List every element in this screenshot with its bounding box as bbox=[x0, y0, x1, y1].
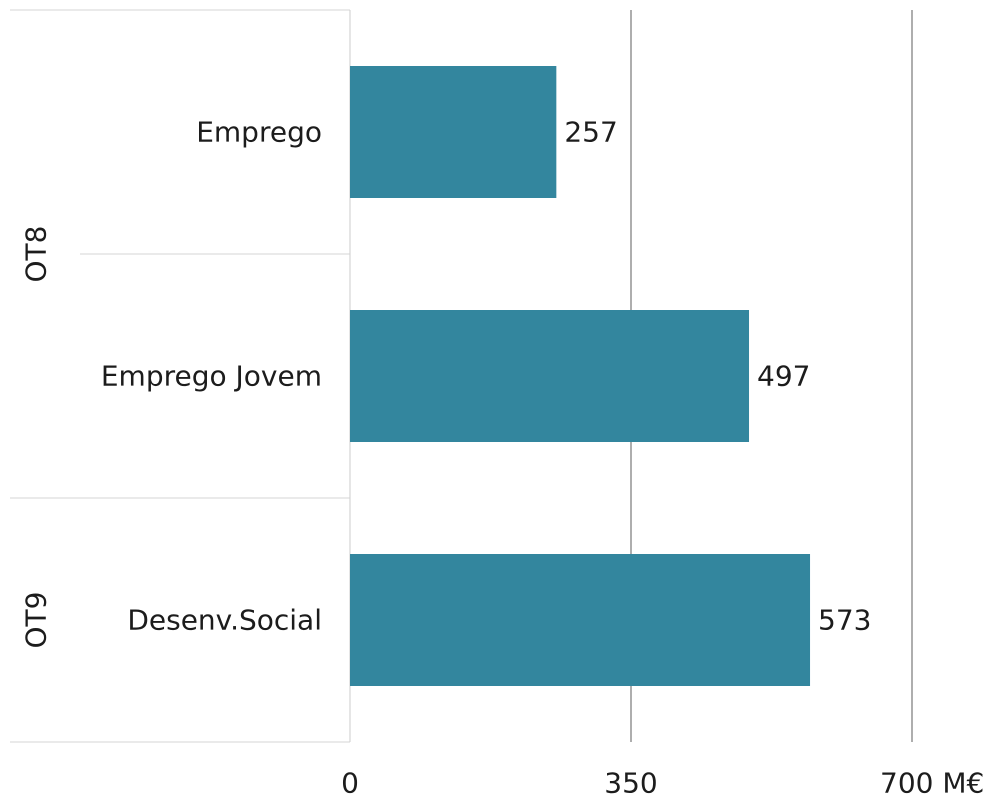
bar-emprego-jovem bbox=[350, 310, 750, 442]
bars bbox=[350, 66, 811, 686]
x-axis-tick-labels: 0 350 700 M€ bbox=[341, 767, 984, 798]
row-separators bbox=[10, 9, 350, 743]
bar-emprego bbox=[350, 66, 557, 198]
x-tick-label-700: 700 M€ bbox=[880, 767, 984, 798]
value-label-emprego: 257 bbox=[564, 116, 617, 149]
group-label-ot8: OT8 bbox=[20, 226, 53, 283]
group-labels: OT8 OT9 bbox=[20, 226, 53, 649]
x-tick-label-0: 0 bbox=[341, 767, 359, 798]
value-label-desenv-social: 573 bbox=[818, 604, 871, 637]
value-labels: 257 497 573 bbox=[564, 116, 871, 637]
category-label-emprego: Emprego bbox=[196, 116, 322, 149]
x-tick-label-350: 350 bbox=[604, 767, 657, 798]
category-label-emprego-jovem: Emprego Jovem bbox=[101, 360, 322, 393]
category-labels: Emprego Emprego Jovem Desenv.Social bbox=[101, 116, 322, 637]
value-label-emprego-jovem: 497 bbox=[757, 360, 810, 393]
bar-desenv-social bbox=[350, 554, 811, 686]
group-label-ot9: OT9 bbox=[20, 592, 53, 649]
category-label-desenv-social: Desenv.Social bbox=[127, 604, 322, 637]
